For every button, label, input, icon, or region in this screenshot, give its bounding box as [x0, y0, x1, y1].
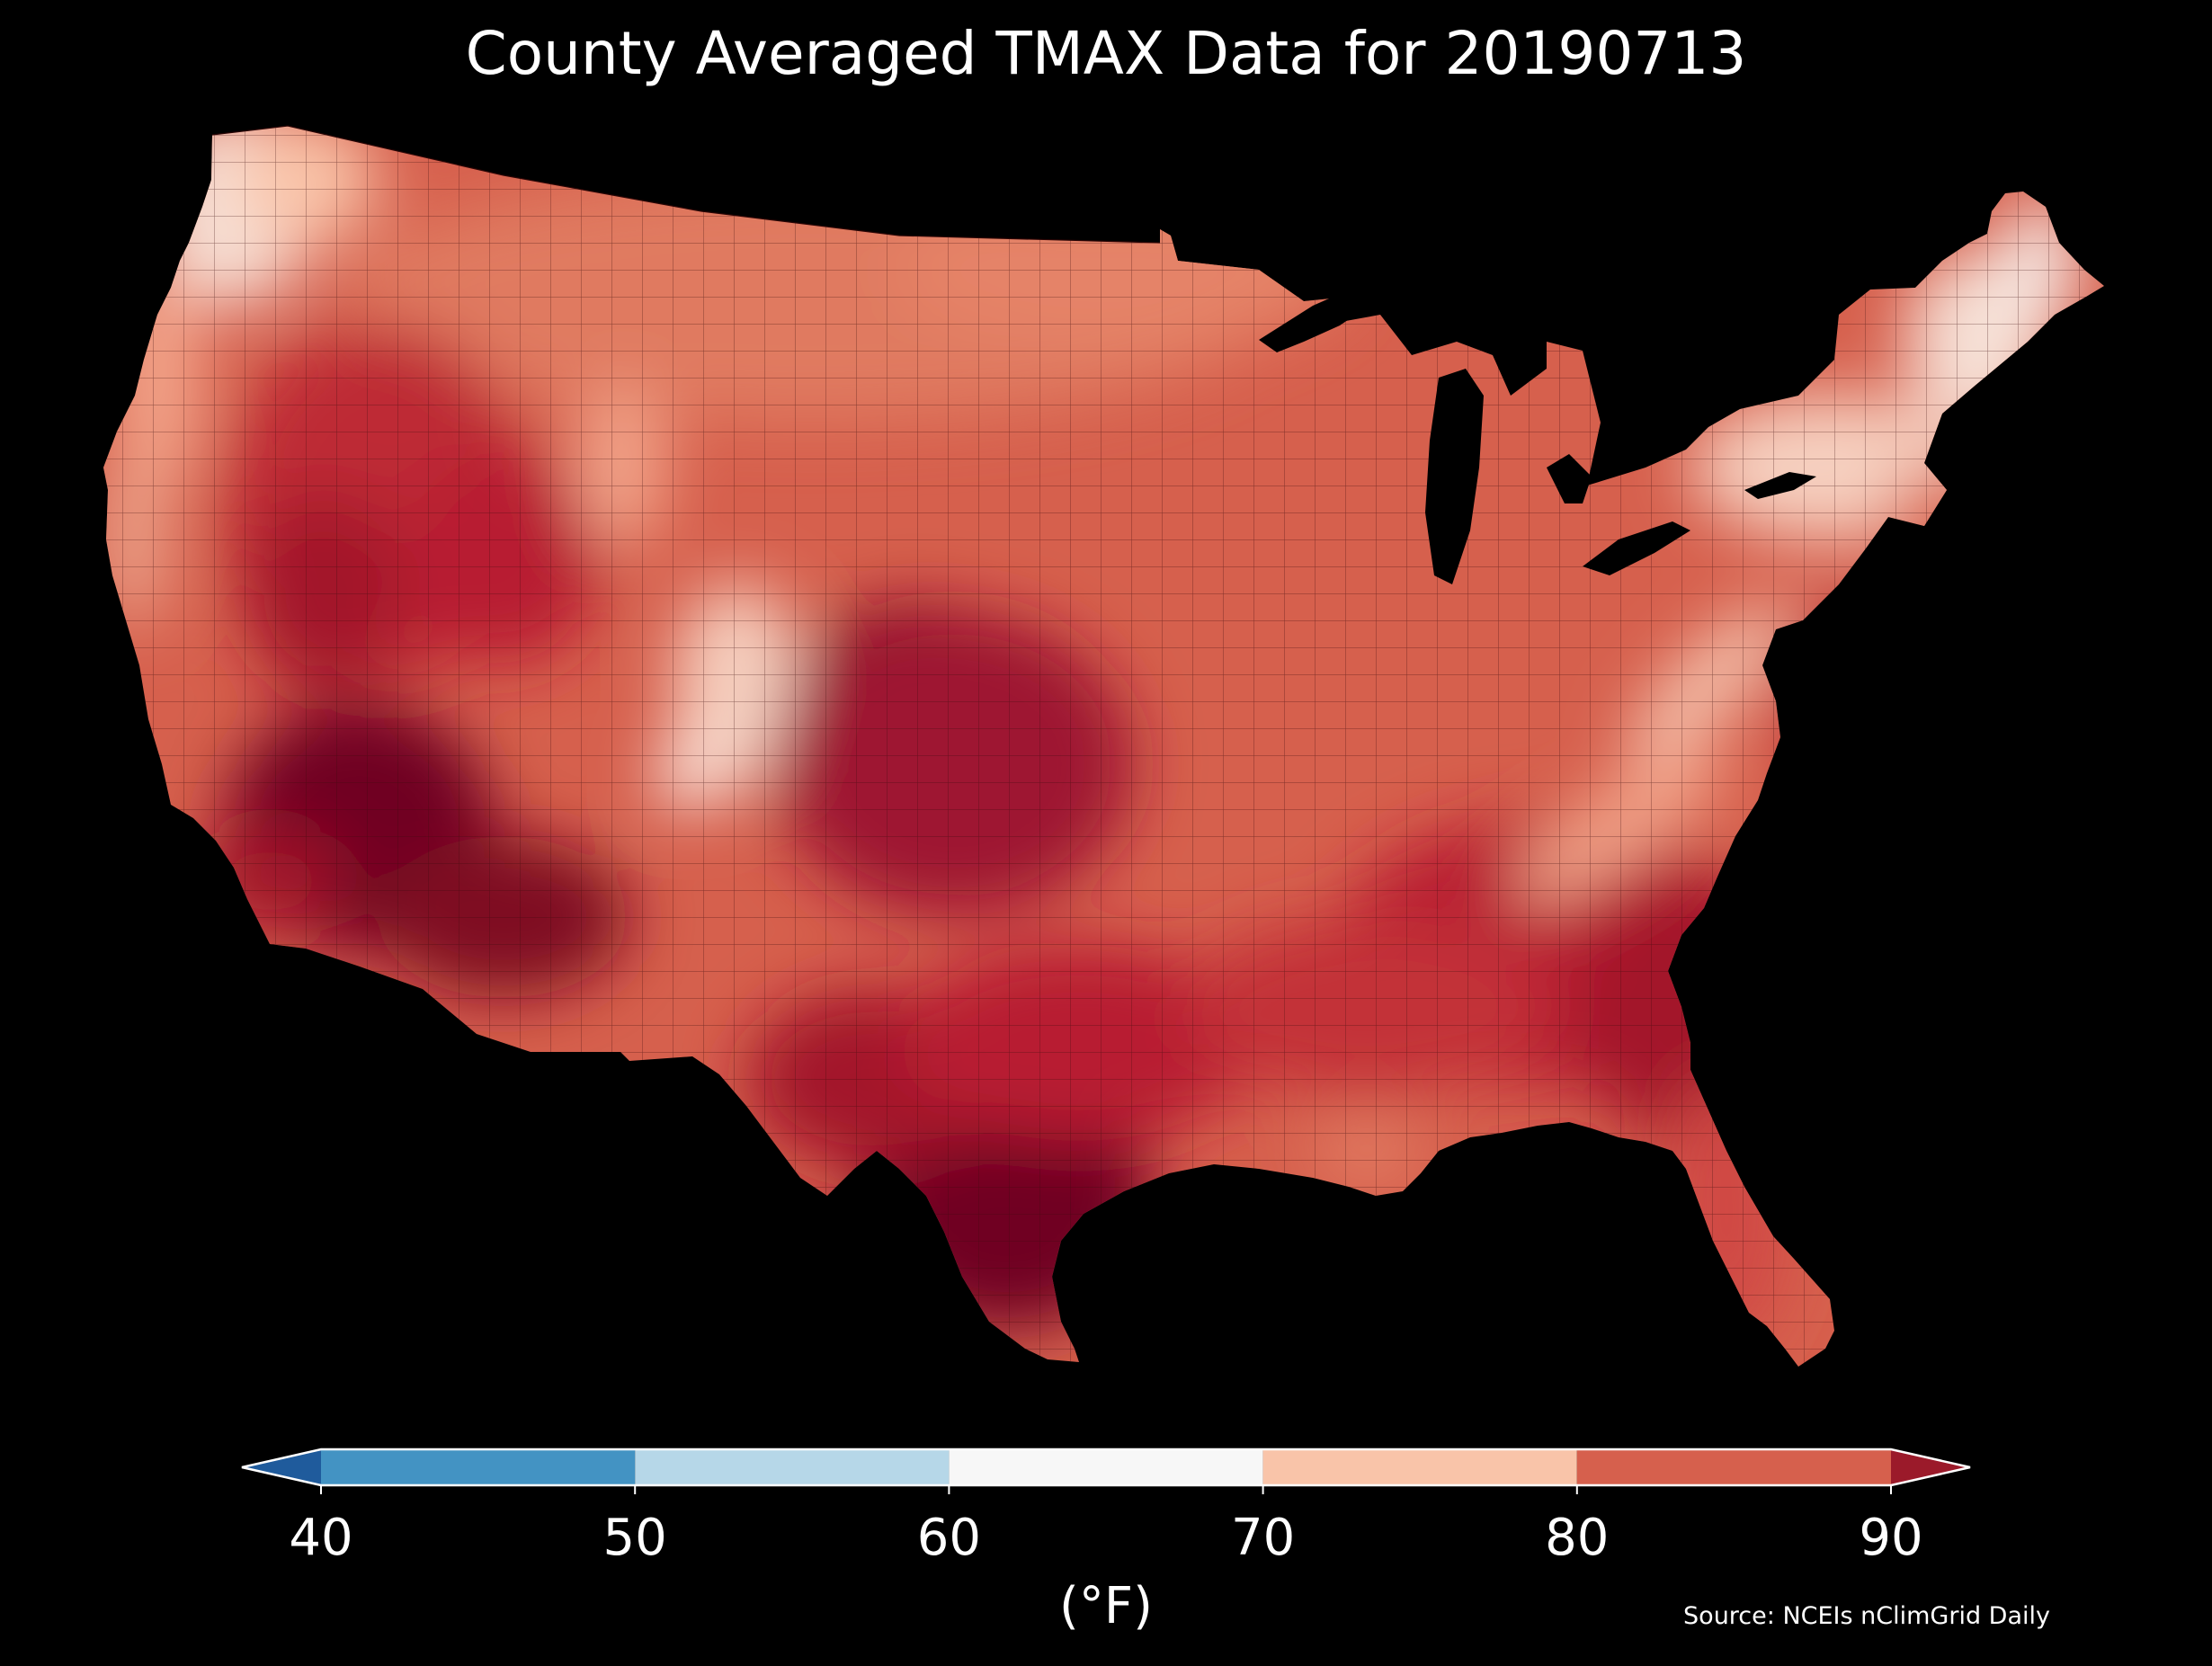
- colorbar-tick-label: 90: [1859, 1509, 1923, 1567]
- figure-title: County Averaged TMAX Data for 20190713: [465, 19, 1747, 88]
- colorbar-tick-label: 40: [289, 1509, 353, 1567]
- lake-ontario: [1744, 472, 1816, 499]
- colorbar-tick-label: 80: [1545, 1509, 1610, 1567]
- great-lakes: [1259, 286, 1816, 584]
- colorbar-tick-label: 70: [1230, 1509, 1296, 1567]
- northern-border: [211, 125, 1161, 244]
- colorbar-tick-label: 50: [602, 1509, 667, 1567]
- source-credit: Source: NCEIs nClimGrid Daily: [1683, 1602, 2050, 1630]
- lake-superior: [1259, 286, 1376, 352]
- lake-huron: [1547, 454, 1592, 503]
- colorbar-units-label: (°F): [1059, 1577, 1153, 1635]
- lake-erie: [1583, 521, 1690, 575]
- lake-michigan: [1425, 369, 1484, 584]
- colorbar-tick-label: 60: [916, 1509, 982, 1567]
